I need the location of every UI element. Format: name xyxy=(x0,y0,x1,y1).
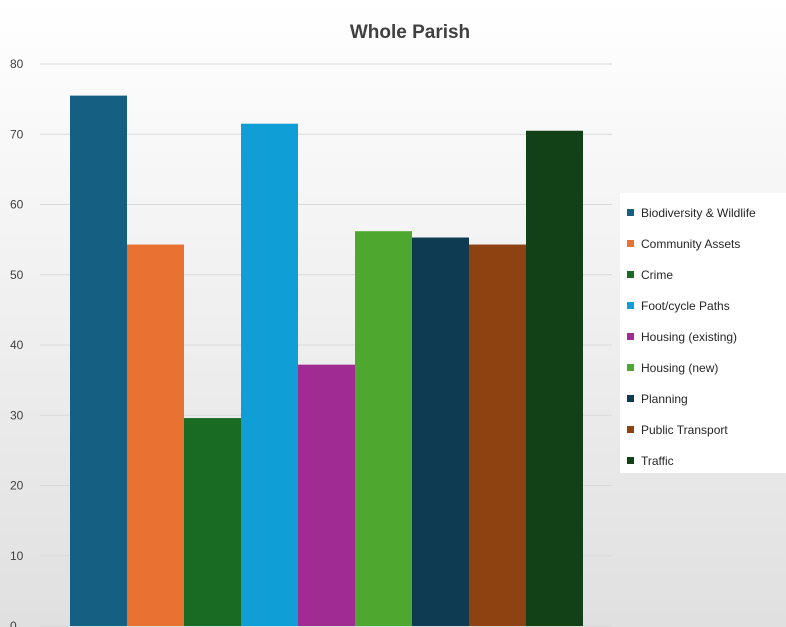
y-tick-label: 20 xyxy=(10,479,24,493)
y-axis-ticks: 0 10 20 30 40 50 60 70 80 xyxy=(10,57,24,627)
legend-label: Crime xyxy=(641,267,673,282)
legend-swatch xyxy=(627,457,634,464)
y-tick-label: 0 xyxy=(10,619,17,627)
legend-swatch xyxy=(627,333,634,340)
legend-swatch xyxy=(627,240,634,247)
legend-label: Community Assets xyxy=(641,236,741,251)
legend-item: Housing (existing) xyxy=(620,321,786,352)
y-tick-label: 70 xyxy=(10,127,24,141)
legend-swatch xyxy=(627,364,634,371)
bar-planning xyxy=(412,237,469,626)
legend-item: Community Assets xyxy=(620,228,786,259)
bar-crime xyxy=(184,418,241,626)
legend-item: Biodiversity & Wildlife xyxy=(620,197,786,228)
legend-item: Crime xyxy=(620,259,786,290)
legend-swatch xyxy=(627,426,634,433)
legend: Biodiversity & Wildlife Community Assets C… xyxy=(620,193,786,473)
legend-item: Public Transport xyxy=(620,414,786,445)
legend-swatch xyxy=(627,209,634,216)
legend-swatch xyxy=(627,395,634,402)
bar-traffic xyxy=(526,130,583,627)
bars xyxy=(70,95,583,627)
legend-label: Planning xyxy=(641,391,688,406)
legend-label: Public Transport xyxy=(641,422,728,437)
y-tick-label: 50 xyxy=(10,268,24,282)
y-tick-label: 60 xyxy=(10,198,24,212)
bar-foot-cycle-paths xyxy=(241,123,298,627)
y-tick-label: 80 xyxy=(10,57,24,71)
y-tick-label: 30 xyxy=(10,408,24,422)
legend-swatch xyxy=(627,302,634,309)
legend-label: Biodiversity & Wildlife xyxy=(641,205,756,220)
legend-label: Traffic xyxy=(641,453,674,468)
legend-label: Housing (new) xyxy=(641,360,719,375)
bar-housing-existing xyxy=(298,364,355,626)
legend-item: Traffic xyxy=(620,445,786,476)
y-tick-label: 40 xyxy=(10,338,24,352)
legend-label: Foot/cycle Paths xyxy=(641,298,730,313)
bar-community-assets xyxy=(127,244,184,627)
chart-title: Whole Parish xyxy=(350,22,470,43)
legend-item: Planning xyxy=(620,383,786,414)
legend-label: Housing (existing) xyxy=(641,329,738,344)
y-tick-label: 10 xyxy=(10,549,24,563)
legend-item: Housing (new) xyxy=(620,352,786,383)
legend-swatch xyxy=(627,271,634,278)
bar-public-transport xyxy=(469,244,526,627)
legend-item: Foot/cycle Paths xyxy=(620,290,786,321)
bar-housing-new xyxy=(355,231,412,626)
bar-biodiversity-wildlife xyxy=(70,95,127,627)
